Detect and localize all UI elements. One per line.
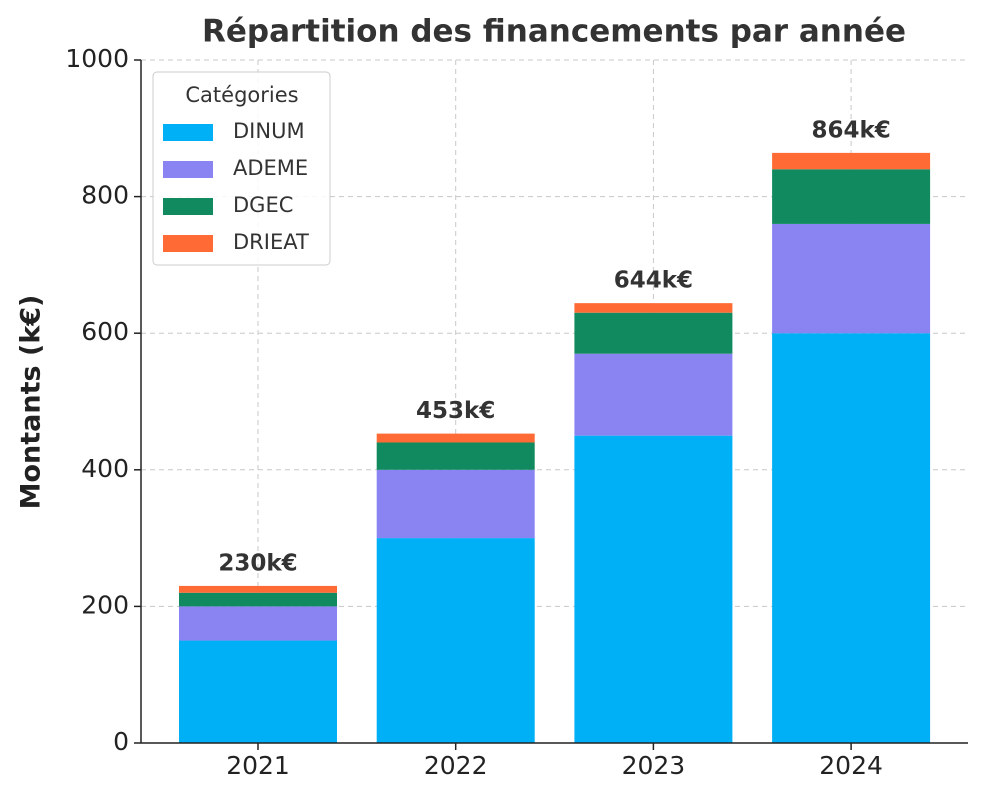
bar-segment [179,606,337,641]
total-label: 453k€ [416,398,495,424]
bar-segment [772,152,931,170]
legend-label: ADEME [233,156,308,180]
legend-box [152,71,331,266]
total-label: 644k€ [614,268,693,294]
legend-title: Catégories [185,83,298,107]
legend-swatch [163,124,213,141]
legend-swatch [163,198,213,215]
bar-segment [179,585,337,593]
bar-segment [574,312,733,354]
bar-segment [772,169,931,224]
bar-segment [376,442,535,470]
bar-segment [179,640,337,743]
chart-title: Répartition des financements par année [202,14,906,50]
bar-segment [179,592,337,607]
legend-label: DRIEAT [233,230,309,254]
bar-segment [574,435,733,743]
total-label: 230k€ [218,550,297,576]
x-tick-label: 2023 [622,751,686,780]
bar-segment [376,469,535,539]
y-tick-label: 400 [81,454,129,483]
x-tick-label: 2024 [819,751,883,780]
legend-label: DINUM [233,119,305,143]
bar-segment [772,333,931,743]
x-tick-label: 2021 [226,751,290,780]
y-tick-label: 0 [113,727,129,756]
total-label: 864k€ [811,117,890,143]
y-tick-label: 600 [81,317,129,346]
legend-label: DGEC [233,193,293,217]
bar-segment [574,353,733,436]
legend-swatch [163,235,213,252]
x-tick-label: 2022 [424,751,488,780]
bar-segment [376,538,535,743]
bar-segment [574,303,733,313]
bar-segment [376,433,535,443]
y-axis-label: Montants (k€) [16,295,47,510]
bar-segment [772,223,931,334]
legend-swatch [163,161,213,178]
y-tick-label: 200 [81,590,129,619]
y-tick-label: 800 [81,181,129,210]
y-tick-label: 1000 [65,44,129,73]
